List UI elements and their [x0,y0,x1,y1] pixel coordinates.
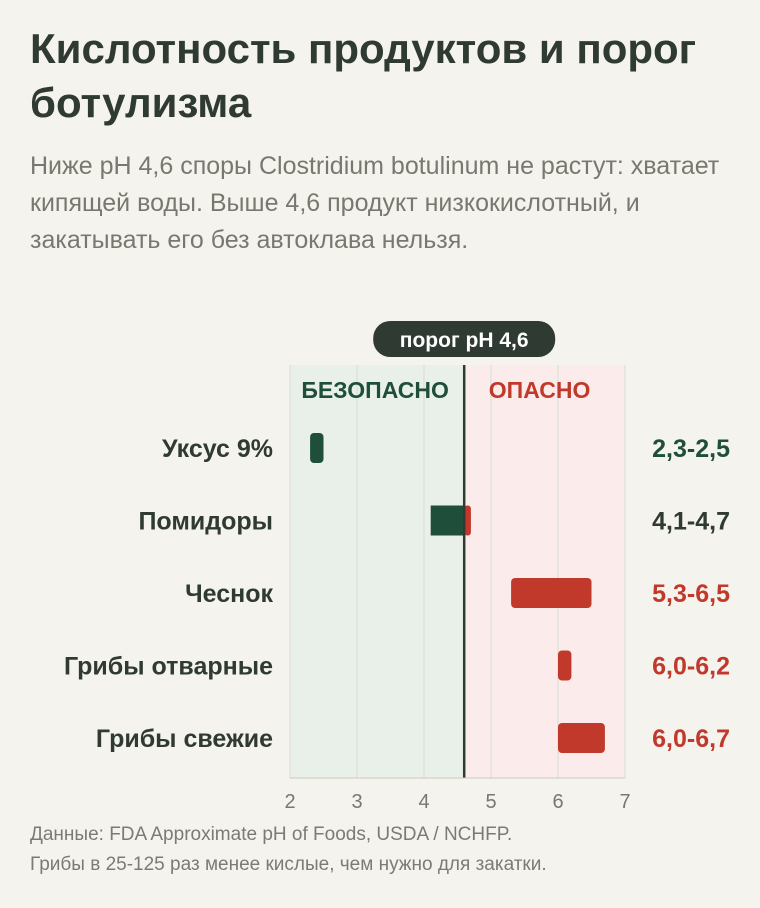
threshold-label: порог pH 4,6 [400,329,529,352]
safe-zone-label: БЕЗОПАСНО [301,377,449,403]
chart-subtitle: Ниже pH 4,6 споры Clostridium botulinum … [30,152,720,254]
footnote: Данные: FDA Approximate pH of Foods, USD… [30,820,750,880]
x-tick-label: 6 [552,791,563,813]
range-label: 2,3-2,5 [652,435,730,463]
x-tick-label: 7 [619,791,630,813]
x-axis: 2 3 4 5 6 7 [284,777,631,813]
range-label: 6,0-6,2 [652,653,730,681]
danger-zone-label: ОПАСНО [489,377,591,403]
category-label: Грибы отварные [64,653,273,681]
category-label: Грибы свежие [96,725,273,753]
category-label: Чеснок [185,580,273,608]
bars [310,433,605,753]
range-label: 6,0-6,7 [652,725,730,753]
range-bar [310,433,324,463]
range-bar-danger-part [464,505,471,536]
category-label: Помидоры [138,508,273,536]
footnote-line: Грибы в 25-125 раз менее кислые, чем нуж… [30,854,547,875]
safe-zone [290,365,465,778]
range-bar [558,723,605,753]
gridlines [289,365,626,778]
x-tick-label: 5 [485,791,496,813]
range-bar [511,578,592,608]
x-tick-label: 4 [418,791,429,813]
range-label: 5,3-6,5 [652,580,730,608]
range-labels: 2,3-2,5 4,1-4,7 5,3-6,5 6,0-6,2 6,0-6,7 [652,435,730,753]
range-bar-safe-part [430,505,465,536]
x-tick-label: 2 [284,791,295,813]
range-label: 4,1-4,7 [652,508,730,536]
x-tick-label: 3 [351,791,362,813]
category-labels: Уксус 9% Помидоры Чеснок Грибы отварные Гриб… [64,435,274,753]
chart-title: Кислотность продуктов и порог ботулизма [30,25,697,126]
range-bar [558,650,572,681]
threshold-badge-bg [373,321,556,357]
threshold-badge: порог pH 4,6 [373,321,556,357]
danger-zone [464,365,625,778]
footnote-line: Данные: FDA Approximate pH of Foods, USD… [30,824,513,845]
ph-range-chart: БЕЗОПАСНО ОПАСНО порог pH 4,6 Уксус 9% По… [64,321,730,813]
category-label: Уксус 9% [162,435,273,463]
